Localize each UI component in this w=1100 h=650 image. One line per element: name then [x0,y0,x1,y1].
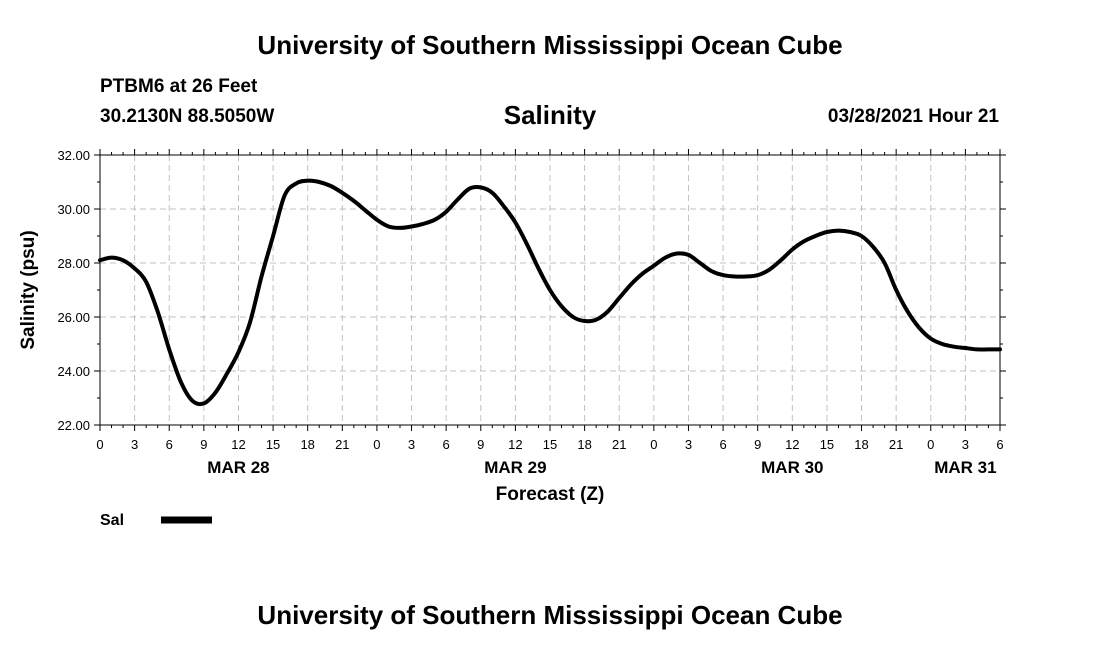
legend-label: Sal [100,512,124,529]
y-tick-label: 24.00 [57,364,90,379]
station-name: PTBM6 at 26 Feet [100,76,258,97]
x-tick-label: 15 [543,437,557,452]
page-title-top: University of Southern Mississippi Ocean… [257,30,843,60]
x-tick-label: 9 [200,437,207,452]
x-tick-label: 18 [854,437,868,452]
y-tick-label: 32.00 [57,148,90,163]
salinity-series-line [98,178,1002,407]
x-tick-label: 9 [754,437,761,452]
axis-labels: 22.00 24.00 26.00 28.00 30.00 32.00 0 3 6 9 12 15 18… [57,148,1003,477]
axis-ticks [94,149,1006,431]
x-tick-label: 3 [408,437,415,452]
grid [100,155,1000,425]
x-tick-label: 9 [477,437,484,452]
x-tick-label: 18 [577,437,591,452]
x-axis-label: Forecast (Z) [496,484,605,505]
x-tick-label: 3 [962,437,969,452]
x-tick-label: 15 [266,437,280,452]
x-tick-label: 0 [650,437,657,452]
chart-title: Salinity [503,100,597,130]
x-day-label: MAR 28 [207,458,269,477]
x-tick-label: 6 [996,437,1003,452]
y-tick-label: 22.00 [57,418,90,433]
x-tick-label: 3 [685,437,692,452]
page-title-bottom: University of Southern Mississippi Ocean… [257,600,843,630]
x-tick-label: 21 [612,437,626,452]
x-tick-label: 3 [131,437,138,452]
x-tick-label: 12 [785,437,799,452]
forecast-timestamp: 03/28/2021 Hour 21 [827,106,999,127]
y-axis-label: Salinity (psu) [18,230,39,349]
x-day-label: MAR 30 [761,458,823,477]
x-day-label: MAR 31 [934,458,996,477]
x-tick-label: 0 [927,437,934,452]
x-tick-label: 15 [820,437,834,452]
y-tick-label: 26.00 [57,310,90,325]
y-tick-label: 30.00 [57,202,90,217]
x-tick-label: 21 [889,437,903,452]
x-tick-label: 12 [231,437,245,452]
x-tick-label: 6 [166,437,173,452]
x-tick-label: 12 [508,437,522,452]
legend: Sal [100,512,212,529]
x-tick-label: 18 [300,437,314,452]
x-tick-label: 0 [96,437,103,452]
x-day-label: MAR 29 [484,458,546,477]
x-tick-label: 6 [443,437,450,452]
x-tick-label: 21 [335,437,349,452]
y-tick-label: 28.00 [57,256,90,271]
station-coordinates: 30.2130N 88.5050W [100,106,275,127]
x-tick-label: 6 [719,437,726,452]
x-tick-label: 0 [373,437,380,452]
